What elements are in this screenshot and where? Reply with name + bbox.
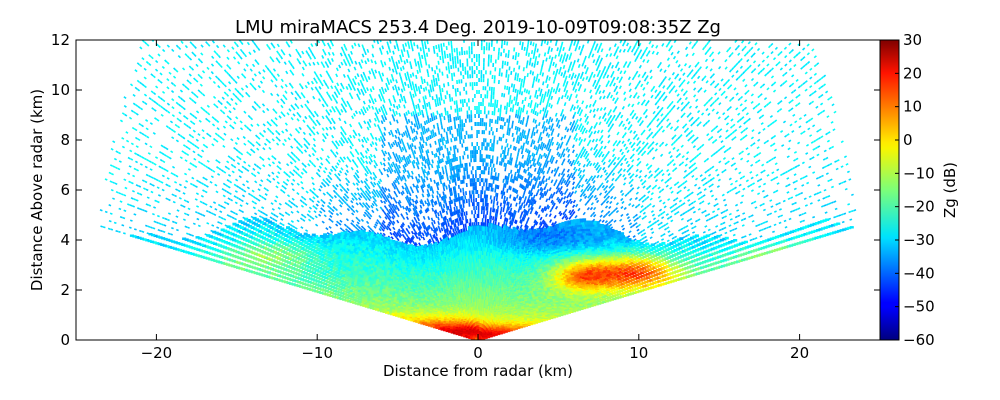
y-tick-label: 2 (60, 281, 70, 299)
y-tick-label: 12 (51, 31, 70, 49)
y-axis-label: Distance Above radar (km) (28, 89, 46, 291)
colorbar-tick-label: −50 (903, 298, 935, 316)
colorbar-tick-label: 30 (903, 31, 922, 49)
colorbar-tick-label: −60 (903, 331, 935, 349)
y-tick-label: 10 (51, 81, 70, 99)
y-tick-label: 8 (60, 131, 70, 149)
y-tick-label: 0 (60, 331, 70, 349)
x-tick-label: 10 (629, 344, 648, 362)
colorbar-label: Zg (dB) (941, 162, 959, 218)
x-tick-label: 0 (473, 344, 483, 362)
chart-title: LMU miraMACS 253.4 Deg. 2019-10-09T09:08… (235, 17, 721, 38)
colorbar (879, 39, 900, 341)
colorbar-tick-label: −10 (903, 164, 935, 182)
colorbar-tick-label: 20 (903, 64, 922, 82)
y-tick-label: 6 (60, 181, 70, 199)
colorbar-tick-label: −20 (903, 198, 935, 216)
colorbar-tick-label: −30 (903, 231, 935, 249)
colorbar-tick-label: −40 (903, 264, 935, 282)
y-axis-ticks: 0 2 4 6 8 10 12 (51, 31, 880, 349)
x-tick-label: −10 (301, 344, 333, 362)
x-tick-label: −20 (141, 344, 173, 362)
x-axis-label: Distance from radar (km) (383, 362, 573, 380)
x-tick-label: 20 (790, 344, 809, 362)
colorbar-ticks: 30 20 10 0 −10 −20 −30 −40 −50 −60 (895, 31, 935, 349)
y-tick-label: 4 (60, 231, 70, 249)
colorbar-tick-label: 10 (903, 98, 922, 116)
x-axis-ticks: −20 −10 0 10 20 (141, 40, 809, 362)
colorbar-tick-label: 0 (903, 131, 913, 149)
radar-data (99, 40, 857, 340)
